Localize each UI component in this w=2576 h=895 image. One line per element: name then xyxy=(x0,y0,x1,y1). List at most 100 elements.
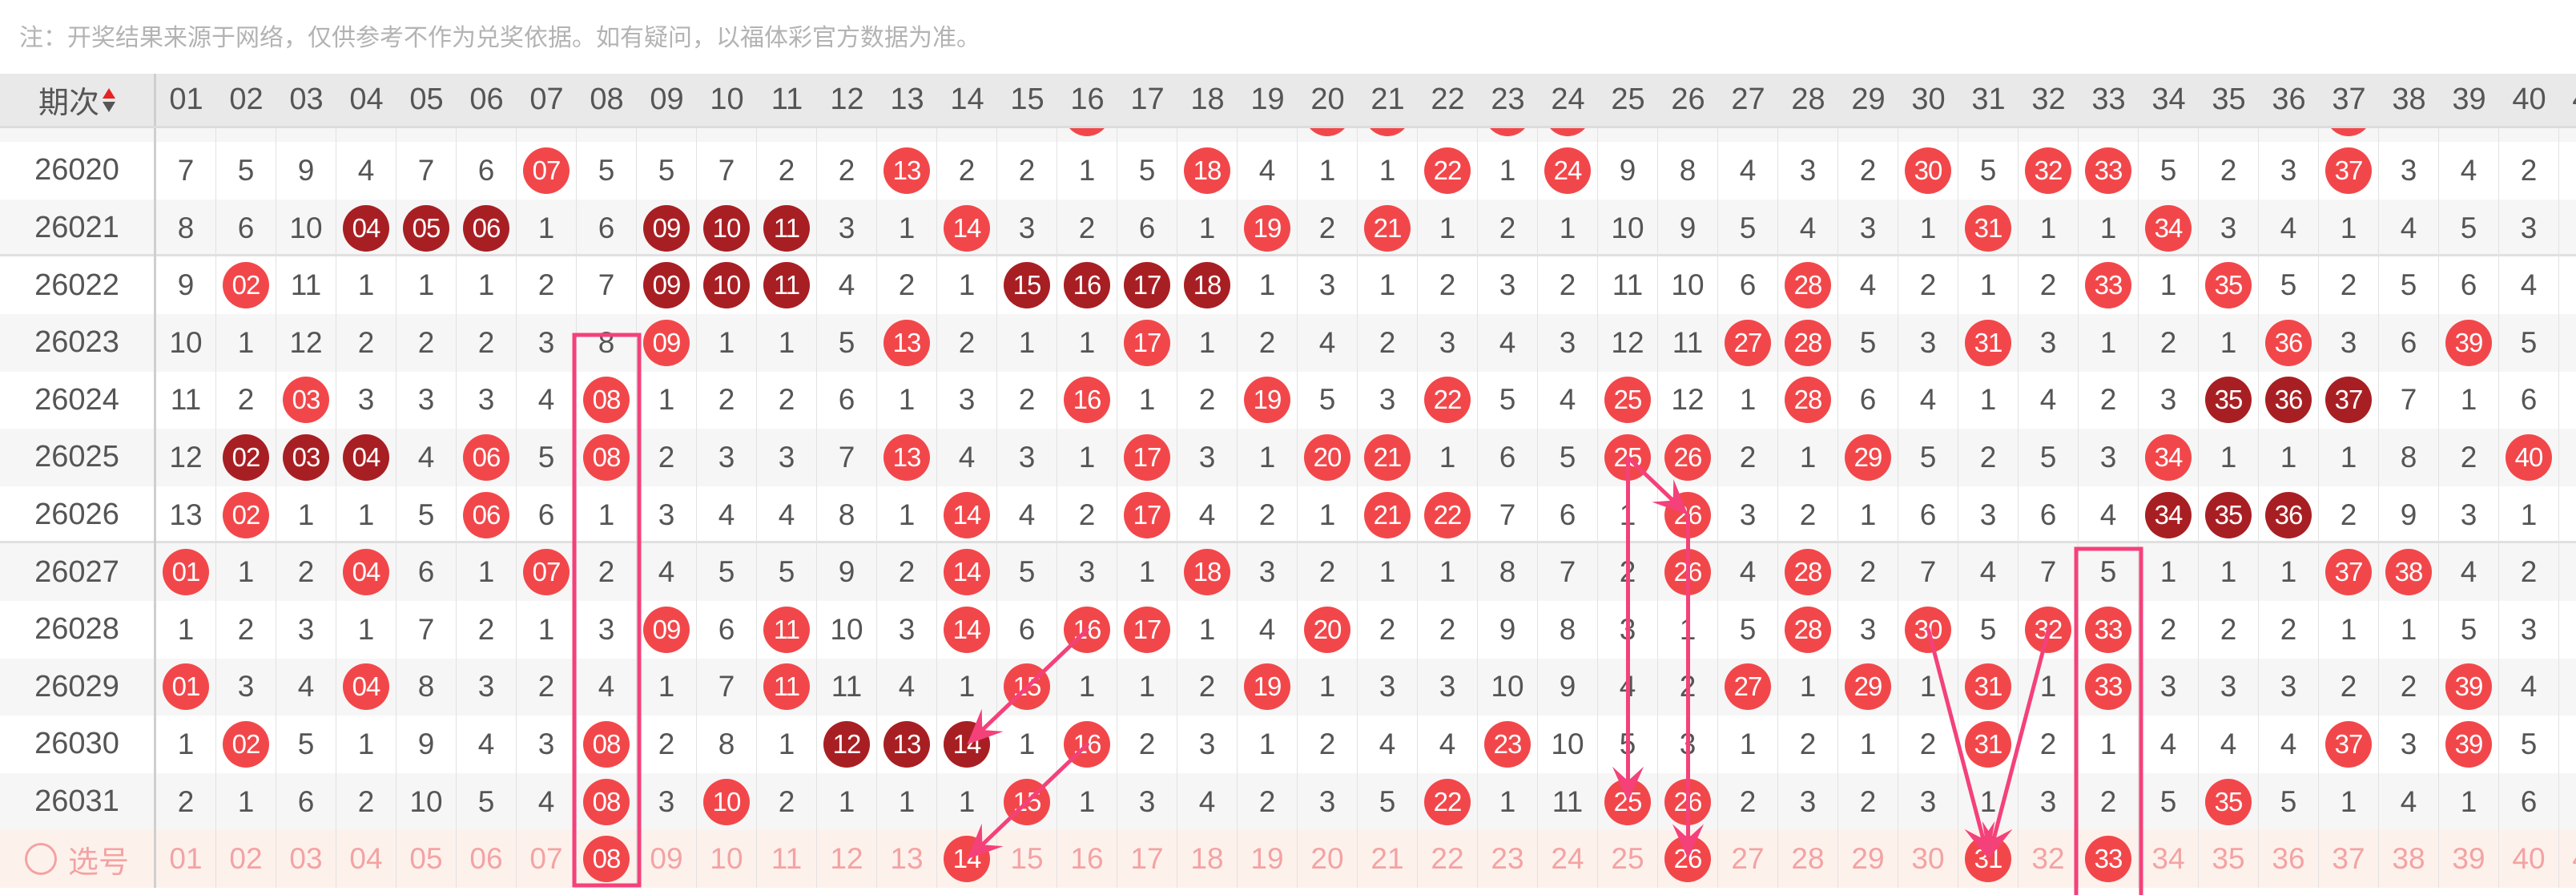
pick-number-01[interactable]: 01 xyxy=(156,830,216,888)
select-all-toggle[interactable]: 选号 xyxy=(0,830,156,888)
pick-number-09[interactable]: 09 xyxy=(637,830,697,888)
pick-number-27[interactable]: 27 xyxy=(1718,830,1778,888)
drawn-ball: 29 xyxy=(1845,663,1891,711)
miss-count-cell: 3 xyxy=(2079,429,2139,486)
column-header-28: 28 xyxy=(1791,83,1825,116)
pick-number-17[interactable]: 17 xyxy=(1117,830,1177,888)
pick-number-40[interactable]: 40 xyxy=(2499,830,2559,888)
pick-number-08[interactable]: 08 xyxy=(577,830,637,888)
pick-number-37[interactable]: 37 xyxy=(2319,830,2379,888)
pick-number-39[interactable]: 39 xyxy=(2439,830,2499,888)
pick-number-11[interactable]: 11 xyxy=(757,830,817,888)
table-row: 26021 8 6 10 04 05 06 1 6 09 10 11 3 1 14 3 2 6 1 19 2 21 1 2 1 1… xyxy=(0,199,2576,257)
pick-number-10[interactable]: 10 xyxy=(697,830,757,888)
sort-up-down-icon[interactable] xyxy=(103,87,115,112)
pick-number-02[interactable]: 02 xyxy=(216,830,276,888)
pick-number-33[interactable]: 33 xyxy=(2079,830,2139,888)
miss-count-cell: 11 xyxy=(156,371,216,429)
hit-cell: 27 xyxy=(1718,658,1778,716)
hit-cell: 28 xyxy=(1778,313,1838,372)
pick-number-26[interactable]: 26 xyxy=(1658,830,1718,888)
miss-count-cell: 2 xyxy=(577,543,637,601)
selected-number-ball[interactable]: 26 xyxy=(1664,836,1711,883)
miss-count-cell: 10 xyxy=(1658,256,1718,314)
column-header-25: 25 xyxy=(1611,83,1645,116)
drawn-ball: 23 xyxy=(1484,720,1531,768)
pick-number-41[interactable]: 41 xyxy=(2559,830,2576,888)
pick-number-16[interactable]: 16 xyxy=(1057,830,1117,888)
hit-cell: 08 xyxy=(577,772,637,831)
pick-number-30[interactable]: 30 xyxy=(1898,830,1958,888)
pick-number-36[interactable]: 36 xyxy=(2259,830,2319,888)
selected-number-ball[interactable]: 33 xyxy=(2085,836,2131,883)
miss-count-cell: 3 xyxy=(1838,199,1898,257)
drawn-ball: 34 xyxy=(2145,204,2192,252)
selected-number-ball[interactable]: 31 xyxy=(1965,836,2011,883)
column-header-33: 33 xyxy=(2091,83,2126,116)
pick-number-06[interactable]: 06 xyxy=(457,830,517,888)
consecutive-drawn-ball: 36 xyxy=(2265,491,2312,538)
miss-count-cell: 12 xyxy=(1658,371,1718,429)
hit-cell: 18 xyxy=(1177,543,1238,601)
miss-count-cell: 5 xyxy=(1478,371,1538,429)
miss-count-cell: 1 xyxy=(2319,600,2379,659)
hit-cell: 18 xyxy=(1177,142,1238,200)
pick-number-15[interactable]: 15 xyxy=(997,830,1057,888)
pick-number-29[interactable]: 29 xyxy=(1838,830,1898,888)
pick-number-35[interactable]: 35 xyxy=(2199,830,2259,888)
hit-cell: 36 xyxy=(2259,486,2319,544)
pick-number-28[interactable]: 28 xyxy=(1778,830,1838,888)
drawn-ball: 31 xyxy=(1965,720,2011,768)
miss-count-cell: 3 xyxy=(757,429,817,486)
pick-number-05[interactable]: 05 xyxy=(396,830,457,888)
miss-count-cell: 1 xyxy=(1418,543,1478,601)
miss-count-cell: 2 xyxy=(877,256,937,314)
radio-circle-icon[interactable] xyxy=(24,843,57,876)
miss-count-cell: 1 xyxy=(1718,371,1778,429)
selected-number-ball[interactable]: 14 xyxy=(944,836,990,883)
miss-count-cell: 2 xyxy=(2199,600,2259,659)
pick-number-38[interactable]: 38 xyxy=(2379,830,2439,888)
miss-count-cell: 2 xyxy=(937,313,997,372)
pick-number-03[interactable]: 03 xyxy=(276,830,336,888)
pick-number-22[interactable]: 22 xyxy=(1418,830,1478,888)
miss-count-cell: 3 xyxy=(216,658,276,716)
hit-cell: 10 xyxy=(697,199,757,257)
pick-number-25[interactable]: 25 xyxy=(1598,830,1658,888)
pick-number-31[interactable]: 31 xyxy=(1958,830,2019,888)
hit-cell: 03 xyxy=(276,371,336,429)
pick-number-12[interactable]: 12 xyxy=(817,830,877,888)
pick-number-14[interactable]: 14 xyxy=(937,830,997,888)
drawn-ball: 21 xyxy=(1364,491,1411,538)
period-column-header[interactable]: 期次 xyxy=(0,74,156,126)
hit-cell: 06 xyxy=(457,199,517,257)
selected-number-ball[interactable]: 08 xyxy=(583,836,630,883)
hit-cell: 35 xyxy=(2199,371,2259,429)
pick-number-21[interactable]: 21 xyxy=(1358,830,1418,888)
consecutive-drawn-ball: 35 xyxy=(2205,377,2252,424)
miss-count-cell: 2 xyxy=(937,142,997,200)
hit-cell: 36 xyxy=(2259,371,2319,429)
pick-number-13[interactable]: 13 xyxy=(877,830,937,888)
pick-number-20[interactable]: 20 xyxy=(1298,830,1358,888)
miss-count-cell xyxy=(2559,429,2576,486)
miss-count-cell: 2 xyxy=(1057,486,1117,544)
pick-number-07[interactable]: 07 xyxy=(517,830,577,888)
miss-count-cell: 9 xyxy=(156,256,216,314)
pick-number-34[interactable]: 34 xyxy=(2139,830,2199,888)
pick-number-18[interactable]: 18 xyxy=(1177,830,1238,888)
period-cell: 26027 xyxy=(0,543,156,601)
consecutive-drawn-ball: 09 xyxy=(643,204,690,252)
miss-count-cell: 1 xyxy=(1057,429,1117,486)
pick-number-23[interactable]: 23 xyxy=(1478,830,1538,888)
pick-number-24[interactable]: 24 xyxy=(1538,830,1598,888)
pick-number-19[interactable]: 19 xyxy=(1238,830,1298,888)
drawn-ball: 08 xyxy=(583,778,630,825)
consecutive-drawn-ball: 10 xyxy=(703,262,750,309)
miss-count-cell: 4 xyxy=(1898,371,1958,429)
miss-count-cell: 3 xyxy=(2379,142,2439,200)
pick-number-32[interactable]: 32 xyxy=(2019,830,2079,888)
consecutive-drawn-ball: 04 xyxy=(343,204,389,252)
pick-number-04[interactable]: 04 xyxy=(336,830,396,888)
drawn-ball: 26 xyxy=(1664,491,1711,538)
